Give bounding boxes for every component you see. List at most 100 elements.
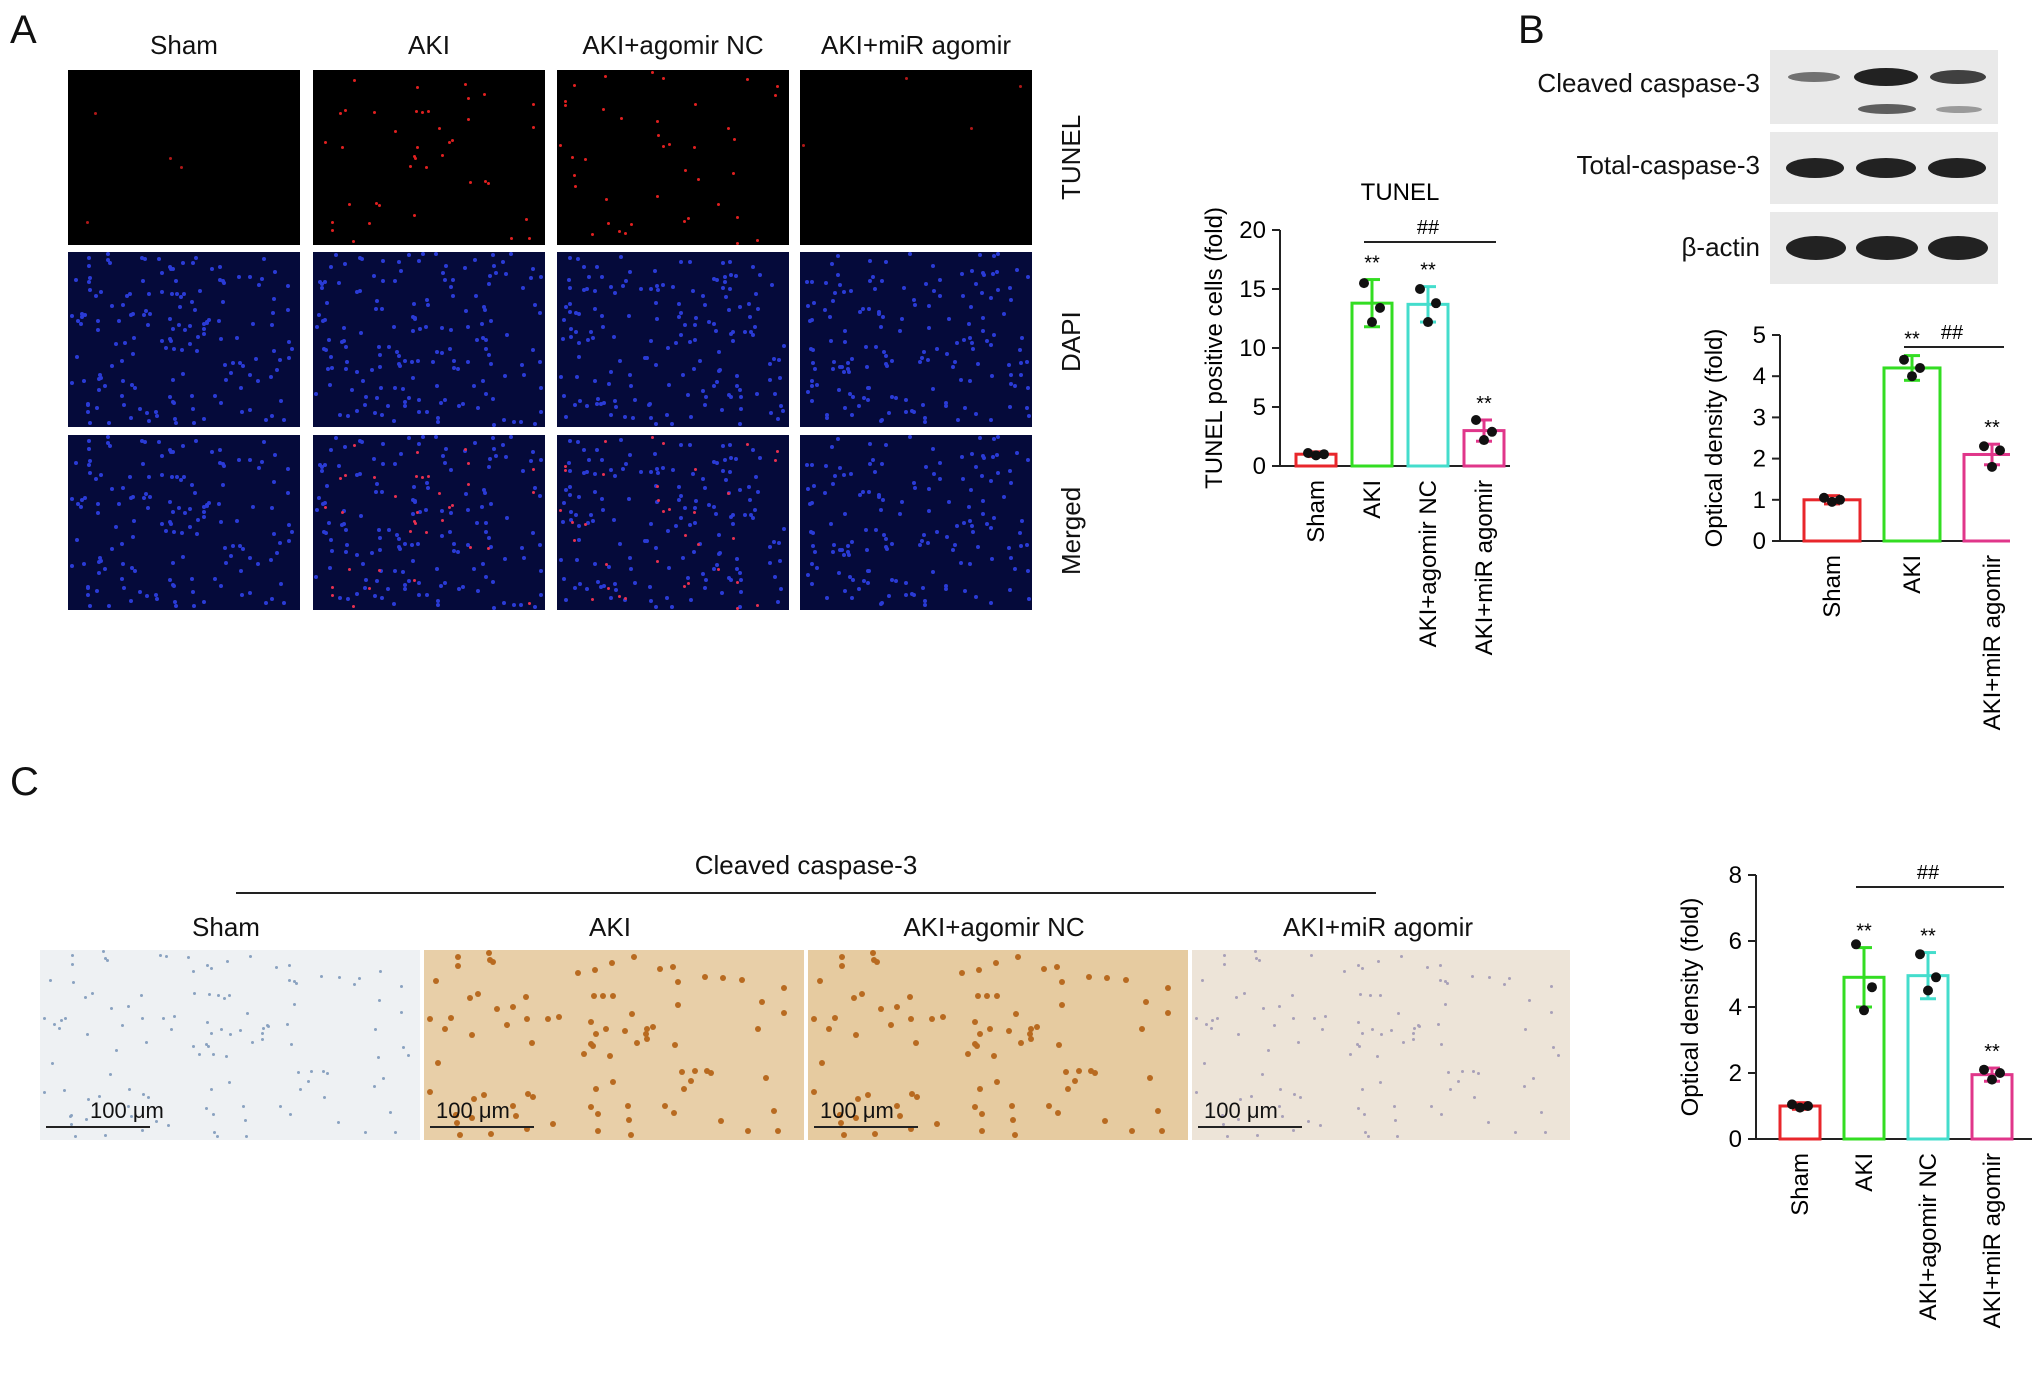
cell-dot xyxy=(950,365,955,370)
cell-dot xyxy=(919,355,924,360)
cell-dot xyxy=(340,146,344,150)
cell-dot xyxy=(249,954,253,958)
cell-dot xyxy=(809,581,814,586)
cell-dot xyxy=(194,439,199,444)
cell-dot xyxy=(120,302,125,307)
cell-dot xyxy=(87,1098,91,1102)
cell-dot xyxy=(624,462,629,467)
cell-dot xyxy=(192,991,196,995)
data-point xyxy=(1803,1101,1813,1111)
cell-dot xyxy=(736,606,740,610)
cell-dot xyxy=(1473,1096,1477,1100)
cell-dot xyxy=(78,505,83,510)
cell-dot xyxy=(167,336,172,341)
data-point xyxy=(1851,939,1861,950)
cell-dot xyxy=(805,303,810,308)
cell-dot xyxy=(342,325,347,330)
cell-dot xyxy=(584,404,589,409)
cell-dot xyxy=(473,440,478,445)
cell-dot xyxy=(99,290,103,295)
cell-dot xyxy=(324,530,329,535)
cell-dot xyxy=(611,334,616,339)
cell-dot xyxy=(1298,1096,1302,1100)
cell-dot xyxy=(463,491,468,496)
cell-dot xyxy=(688,597,693,602)
cell-dot xyxy=(922,349,927,354)
cell-dot xyxy=(840,548,845,553)
cell-dot xyxy=(835,436,840,441)
cell-dot xyxy=(262,1026,266,1030)
panel-a-col-agomir-nc: AKI+agomir NC xyxy=(582,30,764,60)
cell-dot xyxy=(502,556,507,561)
cell-dot xyxy=(973,412,978,417)
cell-dot xyxy=(882,532,887,537)
cell-dot xyxy=(402,399,407,404)
cell-dot xyxy=(253,357,258,362)
cell-dot xyxy=(513,1112,520,1119)
cell-dot xyxy=(738,388,743,393)
cell-dot xyxy=(345,542,350,547)
cell-dot xyxy=(323,505,327,509)
cell-dot xyxy=(857,310,862,315)
cell-dot xyxy=(653,422,658,427)
cell-dot xyxy=(323,140,327,144)
cell-dot xyxy=(400,1010,404,1014)
cell-dot xyxy=(180,166,184,170)
cell-dot xyxy=(417,258,422,263)
cell-dot xyxy=(1443,979,1447,983)
cell-dot xyxy=(884,362,889,367)
cell-dot xyxy=(958,560,963,565)
cell-dot xyxy=(472,567,477,572)
cell-dot xyxy=(322,530,327,535)
cell-dot xyxy=(617,230,621,234)
cell-dot xyxy=(224,378,229,383)
cell-dot xyxy=(238,544,243,549)
cell-dot xyxy=(903,593,908,598)
cell-dot xyxy=(734,384,739,389)
cell-dot xyxy=(246,1011,250,1015)
cell-dot xyxy=(222,463,227,468)
cell-dot xyxy=(452,1112,459,1119)
cell-dot xyxy=(830,550,835,555)
cell-dot xyxy=(1343,970,1347,974)
cell-dot xyxy=(780,408,785,413)
cell-dot xyxy=(480,321,484,326)
cell-dot xyxy=(1513,1131,1517,1135)
cell-dot xyxy=(804,463,809,468)
cell-dot xyxy=(321,318,326,323)
significance-mark: ** xyxy=(1420,260,1436,282)
cell-dot xyxy=(627,373,632,378)
cell-dot xyxy=(782,526,787,531)
cell-dot xyxy=(380,278,385,283)
cell-dot xyxy=(693,468,697,472)
cell-dot xyxy=(326,1072,330,1076)
cell-dot xyxy=(599,497,604,502)
cell-dot xyxy=(1028,1025,1035,1032)
cell-dot xyxy=(531,467,535,471)
cell-dot xyxy=(595,1127,602,1134)
cell-dot xyxy=(210,449,215,454)
cell-dot xyxy=(98,375,103,380)
cell-dot xyxy=(1439,1112,1443,1116)
cell-dot xyxy=(343,262,348,267)
cell-dot xyxy=(374,201,378,205)
cell-dot xyxy=(274,367,279,372)
cell-dot xyxy=(216,501,221,506)
cell-dot xyxy=(320,974,324,978)
cell-dot xyxy=(873,959,880,966)
cell-dot xyxy=(306,1080,310,1084)
cell-dot xyxy=(194,256,199,261)
cell-dot xyxy=(1062,1069,1069,1076)
cell-dot xyxy=(434,566,439,571)
cell-dot xyxy=(1005,1027,1012,1034)
cell-dot xyxy=(700,294,705,299)
cell-dot xyxy=(163,346,168,351)
cell-dot xyxy=(568,255,573,260)
cell-dot xyxy=(85,1033,89,1037)
cell-dot xyxy=(912,1039,919,1046)
cell-dot xyxy=(988,600,993,605)
cell-dot xyxy=(110,1006,114,1010)
cell-dot xyxy=(995,471,1000,476)
cell-dot xyxy=(451,504,455,508)
cell-dot xyxy=(102,950,106,954)
